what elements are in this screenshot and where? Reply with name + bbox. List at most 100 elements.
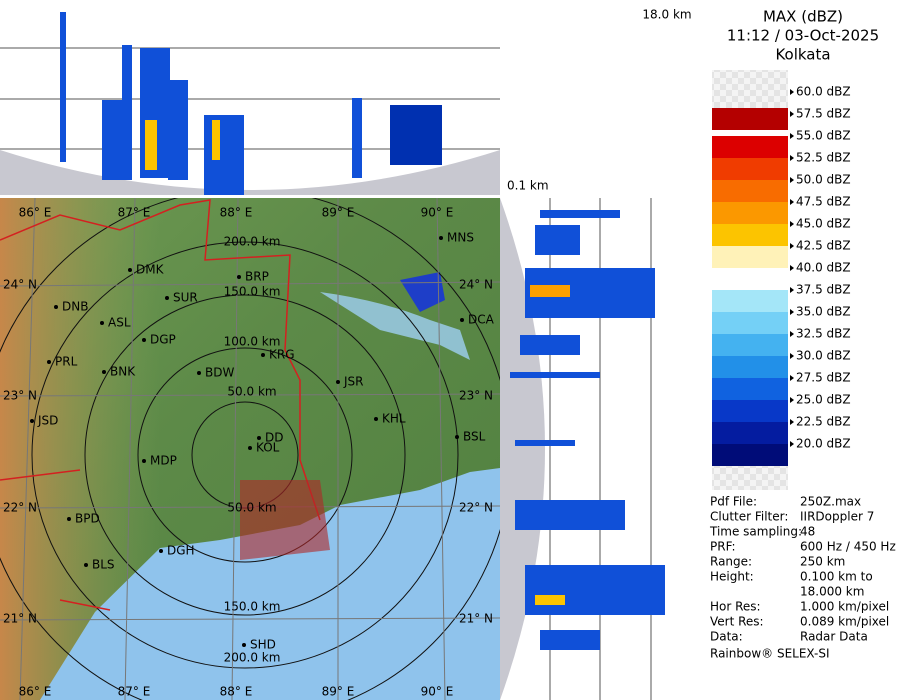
city-label: BDW bbox=[205, 366, 234, 380]
legend-swatch bbox=[712, 224, 788, 246]
city-dot bbox=[257, 436, 261, 440]
city-dot bbox=[237, 275, 241, 279]
top-profile bbox=[0, 0, 500, 195]
city-label: PRL bbox=[55, 355, 78, 369]
legend-arrow bbox=[790, 397, 794, 403]
legend-swatch bbox=[712, 202, 788, 224]
legend-arrow bbox=[790, 265, 794, 271]
city-label: DGP bbox=[150, 333, 176, 347]
legend-arrow bbox=[790, 287, 794, 293]
legend-swatch bbox=[712, 180, 788, 202]
bottom-height: 0.1 km bbox=[507, 179, 549, 193]
city-dot bbox=[336, 380, 340, 384]
info-value: IIRDoppler 7 bbox=[800, 510, 874, 524]
info-label: PRF: bbox=[710, 540, 736, 554]
legend-swatch bbox=[712, 378, 788, 400]
city-label: DNB bbox=[62, 300, 88, 314]
legend-station: Kolkata bbox=[775, 46, 830, 64]
legend-swatch bbox=[712, 290, 788, 312]
legend-arrow bbox=[790, 375, 794, 381]
legend-title: MAX (dBZ) bbox=[763, 8, 843, 26]
lat-label: 23° N bbox=[3, 389, 37, 403]
legend-arrow bbox=[790, 221, 794, 227]
lon-label: 90° E bbox=[421, 206, 454, 220]
legend-swatch bbox=[712, 400, 788, 422]
lon-label: 89° E bbox=[322, 206, 355, 220]
legend-swatch bbox=[712, 422, 788, 444]
legend-label: 52.5 dBZ bbox=[796, 151, 851, 165]
city-label: BSL bbox=[463, 430, 486, 444]
legend-label: 37.5 dBZ bbox=[796, 283, 851, 297]
city-label: DGH bbox=[167, 544, 195, 558]
info-label: Range: bbox=[710, 555, 752, 569]
city-label: MDP bbox=[150, 454, 177, 468]
city-label: SHD bbox=[250, 638, 276, 652]
info-value: Radar Data bbox=[800, 630, 868, 644]
city-dot bbox=[165, 296, 169, 300]
ring-label: 100.0 km bbox=[224, 335, 281, 349]
info-label: Data: bbox=[710, 630, 743, 644]
legend-swatch bbox=[712, 246, 788, 268]
info-label: Height: bbox=[710, 570, 754, 584]
city-label: DD bbox=[265, 431, 283, 445]
ring-label: 50.0 km bbox=[227, 501, 276, 515]
legend-arrow bbox=[790, 419, 794, 425]
city-dot bbox=[142, 459, 146, 463]
ring-label: 200.0 km bbox=[224, 651, 281, 665]
lon-label: 87° E bbox=[118, 685, 151, 699]
legend-label: 20.0 dBZ bbox=[796, 437, 851, 451]
city-dot bbox=[128, 268, 132, 272]
city-dot bbox=[54, 305, 58, 309]
lat-label: 23° N bbox=[459, 389, 493, 403]
legend-swatch bbox=[712, 334, 788, 356]
city-label: JSD bbox=[37, 414, 58, 428]
legend-arrow bbox=[790, 353, 794, 359]
info-label: Clutter Filter: bbox=[710, 510, 788, 524]
city-label: KHL bbox=[382, 412, 406, 426]
info-value: 0.089 km/pixel bbox=[800, 615, 889, 629]
legend-label: 60.0 dBZ bbox=[796, 85, 851, 99]
city-label: BPD bbox=[75, 512, 100, 526]
legend-label: 47.5 dBZ bbox=[796, 195, 851, 209]
map bbox=[0, 198, 500, 700]
city-dot bbox=[142, 338, 146, 342]
legend-arrow bbox=[790, 111, 794, 117]
legend-label: 27.5 dBZ bbox=[796, 371, 851, 385]
ring-label: 200.0 km bbox=[224, 235, 281, 249]
info-value: 48 bbox=[800, 525, 815, 539]
city-label: DCA bbox=[468, 313, 495, 327]
info-label: Vert Res: bbox=[710, 615, 764, 629]
city-dot bbox=[261, 353, 265, 357]
city-dot bbox=[242, 643, 246, 647]
city-label: ASL bbox=[108, 316, 131, 330]
city-label: BNK bbox=[110, 365, 136, 379]
top-height: 18.0 km bbox=[642, 8, 691, 22]
legend-swatch bbox=[712, 268, 788, 290]
city-dot bbox=[460, 318, 464, 322]
corner bbox=[500, 0, 700, 198]
legend-label: 32.5 dBZ bbox=[796, 327, 851, 341]
legend-arrow bbox=[790, 441, 794, 447]
info-value: 1.000 km/pixel bbox=[800, 600, 889, 614]
city-dot bbox=[67, 517, 71, 521]
info-value: 0.100 km to bbox=[800, 570, 873, 584]
city-dot bbox=[102, 370, 106, 374]
city-dot bbox=[47, 360, 51, 364]
legend-label: 35.0 dBZ bbox=[796, 305, 851, 319]
city-dot bbox=[374, 417, 378, 421]
profile-echoes bbox=[60, 12, 442, 195]
legend-swatch bbox=[712, 444, 788, 466]
city-dot bbox=[439, 236, 443, 240]
city-label: DMK bbox=[136, 263, 165, 277]
lon-label: 86° E bbox=[19, 206, 52, 220]
legend-label: 22.5 dBZ bbox=[796, 415, 851, 429]
ring-label: 150.0 km bbox=[224, 285, 281, 299]
legend-arrow bbox=[790, 243, 794, 249]
city-label: SUR bbox=[173, 291, 198, 305]
city-dot bbox=[159, 549, 163, 553]
city-dot bbox=[100, 321, 104, 325]
legend-arrow bbox=[790, 331, 794, 337]
lon-label: 89° E bbox=[322, 685, 355, 699]
city-label: BRP bbox=[245, 270, 269, 284]
